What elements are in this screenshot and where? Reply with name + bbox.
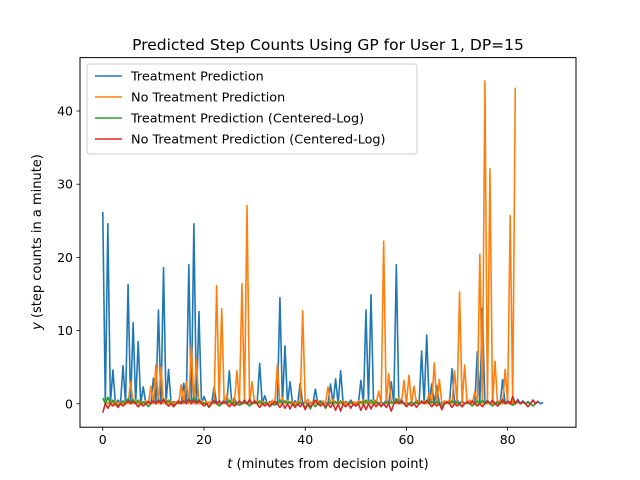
legend-label-2: No Treatment Prediction (131, 91, 285, 106)
legend-box (86, 63, 418, 155)
series-line-4 (102, 395, 539, 413)
y-axis-ticks: 0 10 20 30 40 (57, 104, 80, 411)
y-tick-label: 40 (57, 104, 73, 119)
series-layer (101, 80, 544, 413)
y-axis-label: y (step counts in a minute) (30, 154, 45, 331)
x-tick-label: 40 (297, 432, 313, 447)
chart-title: Predicted Step Counts Using GP for User … (132, 36, 524, 54)
y-tick-label: 0 (65, 396, 73, 411)
x-axis-label: t (minutes from decision point) (227, 457, 428, 472)
y-axis-label-text: (step counts in a minute) (30, 154, 45, 322)
x-tick-label: 20 (196, 432, 212, 447)
y-tick-label: 10 (57, 323, 73, 338)
x-tick-label: 60 (398, 432, 414, 447)
x-axis-ticks: 0 20 40 60 80 (99, 427, 516, 447)
series-line-2 (104, 80, 517, 405)
legend-label-4: No Treatment Prediction (Centered-Log) (131, 133, 386, 148)
y-axis-label-var: y (30, 322, 45, 331)
axes-frame (79, 57, 577, 428)
x-axis-label-var: t (227, 457, 233, 472)
x-tick-label: 0 (99, 432, 107, 447)
x-tick-label: 80 (500, 432, 516, 447)
legend: Treatment Prediction No Treatment Predict… (86, 63, 418, 155)
y-tick-label: 30 (57, 177, 73, 192)
x-axis-label-text: (minutes from decision point) (232, 457, 428, 472)
y-tick-label: 20 (57, 250, 73, 265)
legend-label-3: Treatment Prediction (Centered-Log) (130, 112, 364, 127)
legend-label-1: Treatment Prediction (130, 70, 264, 85)
